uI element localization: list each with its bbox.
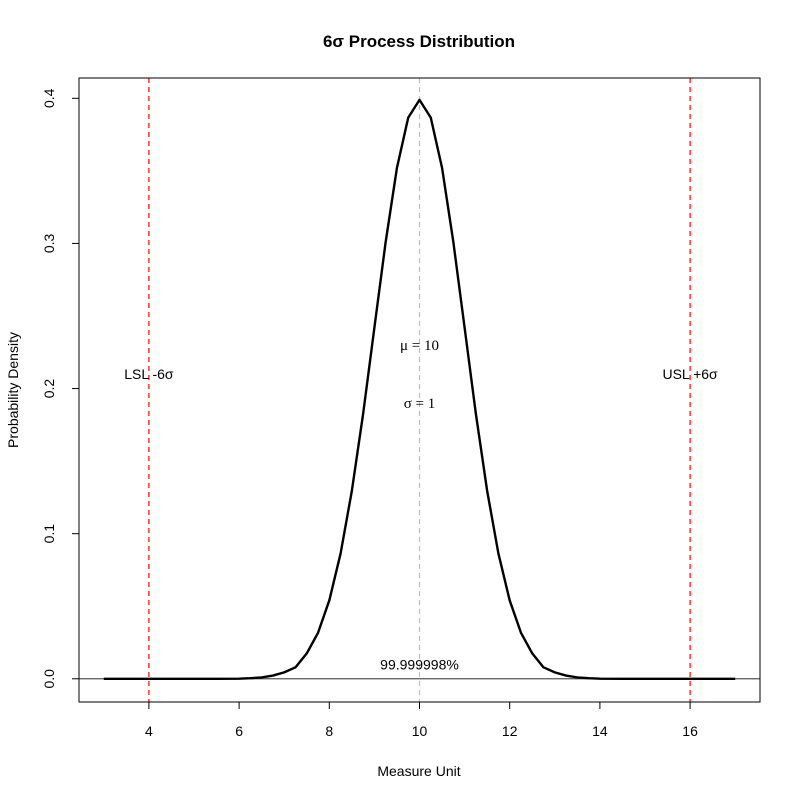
x-axis: 4 6 8 10 12 14 16 [145,701,698,739]
y-tick-label: 0.3 [41,233,57,253]
x-tick-label: 10 [412,723,428,739]
x-tick-label: 12 [502,723,518,739]
y-tick-label: 0.4 [41,88,57,108]
y-tick-label: 0.0 [41,669,57,689]
y-tick-label: 0.2 [41,379,57,399]
annotation-4: 99.999998% [380,656,459,672]
y-axis: 0.0 0.1 0.2 0.3 0.4 [41,88,80,689]
y-axis-label: Probability Density [5,332,21,448]
x-axis-label: Measure Unit [377,763,460,779]
x-tick-label: 16 [682,723,698,739]
x-tick-label: 4 [145,723,153,739]
annotations: LSL -6σ USL +6σ μ = 10 σ = 1 99.999998% [124,338,718,672]
annotation-3: σ = 1 [404,396,436,412]
annotation-1: USL +6σ [662,366,718,382]
annotation-0: LSL -6σ [124,366,174,382]
y-tick-label: 0.1 [41,524,57,544]
plot-area [79,78,760,702]
x-tick-label: 8 [325,723,333,739]
x-tick-label: 14 [592,723,608,739]
x-tick-label: 6 [235,723,243,739]
chart-title: 6σ Process Distribution [323,32,515,51]
annotation-2: μ = 10 [400,338,439,354]
series-line-0 [103,98,736,680]
